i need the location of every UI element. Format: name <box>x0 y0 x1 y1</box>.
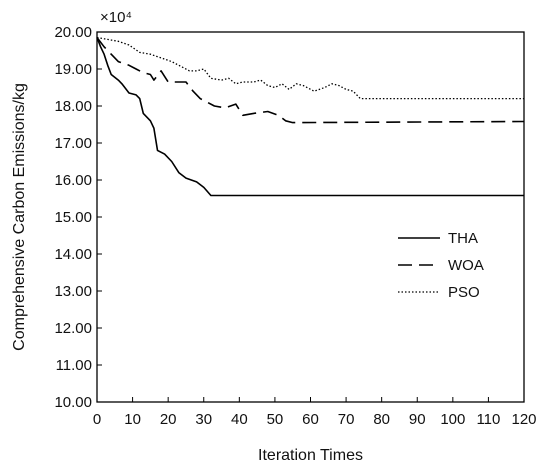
x-tick-label: 40 <box>231 411 248 428</box>
y-tick-label: 19.00 <box>54 61 92 78</box>
y-tick-label: 16.00 <box>54 172 92 189</box>
y-axis-title: Comprehensive Carbon Emissions/kg <box>11 83 28 351</box>
legend-label-woa: WOA <box>448 257 484 274</box>
series-line-woa <box>96 37 525 124</box>
y-tick-label: 13.00 <box>54 283 92 300</box>
y-tick-label: 15.00 <box>54 209 92 226</box>
series-group <box>96 36 525 197</box>
y-tick-label: 18.00 <box>54 98 92 115</box>
x-axis-title: Iteration Times <box>258 447 363 464</box>
x-tick-label: 100 <box>440 411 465 428</box>
x-tick-label: 70 <box>338 411 355 428</box>
y-axis-ticks: 10.00 11.00 12.00 13.00 14.00 15.00 16.00 17.00… <box>54 24 102 411</box>
x-axis-ticks: 0 10 20 30 40 50 60 70 80 90 100 110 120 <box>93 397 537 428</box>
y-axis-multiplier: ×10⁴ <box>100 9 132 26</box>
x-tick-label: 90 <box>409 411 426 428</box>
legend: THA WOA PSO <box>398 230 484 301</box>
x-tick-label: 60 <box>302 411 319 428</box>
x-tick-label: 120 <box>511 411 536 428</box>
y-tick-label: 17.00 <box>54 135 92 152</box>
y-tick-label: 20.00 <box>54 24 92 41</box>
series-line-tha <box>96 37 524 197</box>
y-tick-label: 12.00 <box>54 320 92 337</box>
x-tick-label: 0 <box>93 411 101 428</box>
plot-frame <box>96 31 525 403</box>
y-tick-label: 14.00 <box>54 246 92 263</box>
y-tick-label: 10.00 <box>54 394 92 411</box>
x-tick-label: 50 <box>267 411 284 428</box>
x-tick-label: 20 <box>160 411 177 428</box>
x-tick-label: 80 <box>373 411 390 428</box>
legend-label-pso: PSO <box>448 284 480 301</box>
y-tick-label: 11.00 <box>56 357 92 374</box>
x-tick-label: 110 <box>476 411 500 428</box>
x-tick-label: 30 <box>195 411 212 428</box>
series-line-pso <box>96 36 524 100</box>
x-tick-label: 10 <box>124 411 141 428</box>
legend-label-tha: THA <box>448 230 478 247</box>
